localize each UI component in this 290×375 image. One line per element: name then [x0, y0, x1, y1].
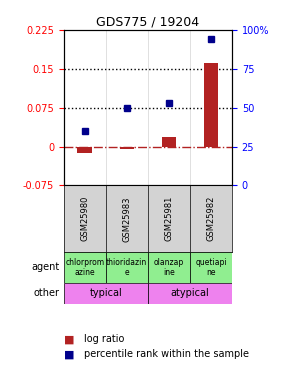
Bar — [64, 283, 148, 304]
Text: chlorprom
azine: chlorprom azine — [65, 258, 104, 277]
Text: GSM25981: GSM25981 — [164, 196, 173, 242]
Text: percentile rank within the sample: percentile rank within the sample — [84, 350, 249, 359]
Bar — [119, 147, 134, 149]
Bar — [162, 137, 176, 147]
Text: typical: typical — [90, 288, 122, 298]
Text: quetiapi
ne: quetiapi ne — [195, 258, 227, 277]
Text: GSM25983: GSM25983 — [122, 196, 131, 242]
Text: GSM25980: GSM25980 — [80, 196, 89, 242]
Bar — [190, 252, 232, 283]
Text: thioridazin
e: thioridazin e — [106, 258, 148, 277]
Bar — [204, 63, 218, 147]
Bar — [148, 283, 232, 304]
Text: atypical: atypical — [171, 288, 209, 298]
Text: olanzap
ine: olanzap ine — [154, 258, 184, 277]
Bar — [64, 252, 106, 283]
Bar — [77, 147, 92, 153]
Text: ■: ■ — [64, 334, 74, 344]
Title: GDS775 / 19204: GDS775 / 19204 — [96, 16, 200, 29]
Text: log ratio: log ratio — [84, 334, 124, 344]
Text: GSM25982: GSM25982 — [206, 196, 215, 242]
Text: ■: ■ — [64, 350, 74, 359]
Bar — [106, 252, 148, 283]
Text: other: other — [34, 288, 59, 298]
Bar — [148, 252, 190, 283]
Text: agent: agent — [31, 262, 59, 272]
